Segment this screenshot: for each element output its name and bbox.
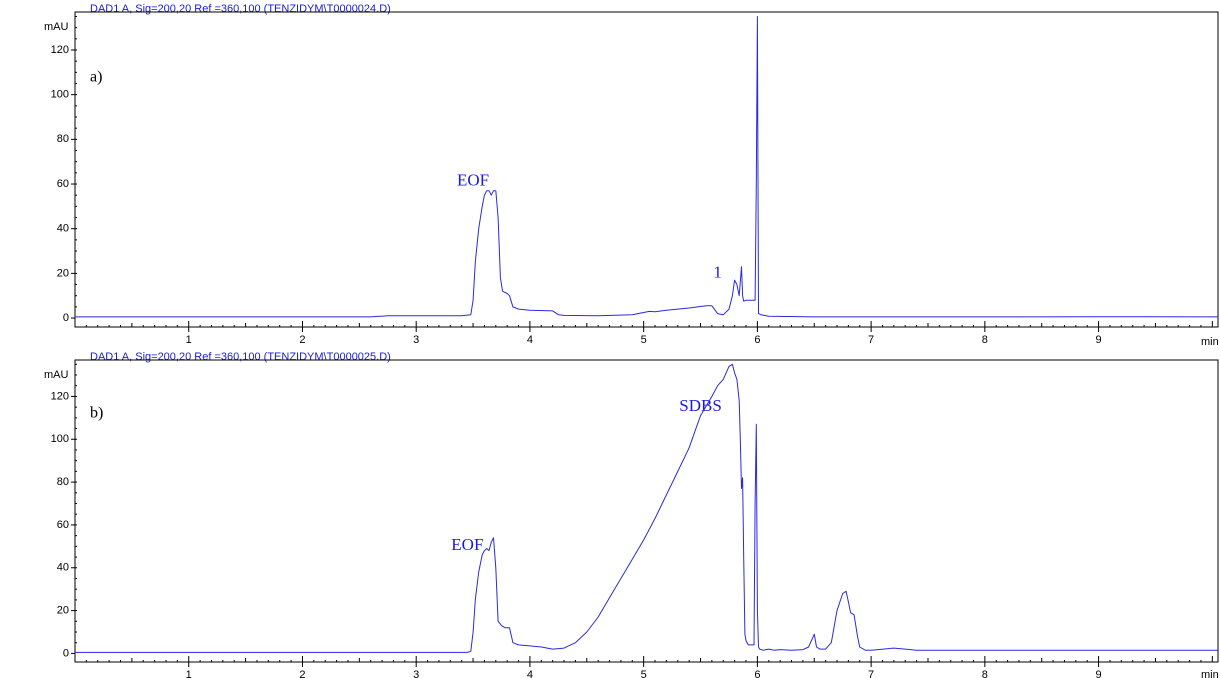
panel-a-y-tick-label: 60 xyxy=(57,178,69,190)
panel-b-frame xyxy=(74,359,1219,663)
panel-b-header: DAD1 A, Sig=200,20 Ref =360,100 (TENZIDY… xyxy=(90,351,391,363)
panel-b-y-tick-label: 100 xyxy=(51,433,69,445)
panel-a-y-tick-label: 100 xyxy=(51,89,69,101)
panel-a-peak-annotation: EOF xyxy=(457,171,489,190)
panel-a-x-tick-label: 1 xyxy=(186,334,192,346)
panel-b-y-tick-label: 120 xyxy=(51,390,69,402)
panel-a-y-tick-label: 40 xyxy=(57,223,69,235)
chromatogram-panel-b: DAD1 A, Sig=200,20 Ref =360,100 (TENZIDY… xyxy=(44,351,1219,678)
panel-b-x-tick-label: 3 xyxy=(413,669,419,678)
panel-b-y-tick-label: 20 xyxy=(57,605,69,617)
panel-b-y-tick-label: 80 xyxy=(57,476,69,488)
panel-b-y-tick-label: 40 xyxy=(57,562,69,574)
panel-a-peak-annotation: 1 xyxy=(713,262,722,281)
panel-a-x-tick-label: 5 xyxy=(641,334,647,346)
panel-a-frame xyxy=(74,11,1219,328)
panel-a-y-tick-label: 80 xyxy=(57,133,69,145)
panel-b-x-tick-label: 2 xyxy=(299,669,305,678)
panel-a-x-tick-label: 4 xyxy=(527,334,533,346)
panel-a-y-tick-label: 120 xyxy=(51,44,69,56)
panel-a-header: DAD1 A, Sig=200,20 Ref =360,100 (TENZIDY… xyxy=(90,3,391,15)
panel-b-label: b) xyxy=(90,405,103,422)
panel-a-y-tick-label: 0 xyxy=(63,312,69,324)
panel-a-x-tick-label: 2 xyxy=(299,334,305,346)
chromatogram-panel-a: DAD1 A, Sig=200,20 Ref =360,100 (TENZIDY… xyxy=(44,3,1219,348)
panel-b-annotations: EOF SDBS xyxy=(451,396,721,554)
panel-a-x-tick-label: 3 xyxy=(413,334,419,346)
panel-a-y-tick-label: 20 xyxy=(57,267,69,279)
panel-a-annotations: EOF 1 xyxy=(457,171,722,282)
panel-a-trace xyxy=(75,16,1219,318)
panel-a-x-tick-label: 7 xyxy=(868,334,874,346)
panel-a-x-tick-label: 6 xyxy=(754,334,760,346)
panel-a-label: a) xyxy=(90,69,102,86)
panel-b-y-tick-label: 0 xyxy=(63,647,69,659)
panel-b-x-tick-label: 7 xyxy=(868,669,874,678)
panel-b-x-tick-label: 8 xyxy=(982,669,988,678)
panel-b-trace xyxy=(75,363,1218,653)
panel-b-y-tick-label: 60 xyxy=(57,519,69,531)
panel-a-xlabel: min xyxy=(1201,336,1219,348)
panel-b-x-tick-label: 5 xyxy=(641,669,647,678)
panel-b-peak-annotation: SDBS xyxy=(679,396,722,415)
panel-b-x-tick-label: 6 xyxy=(754,669,760,678)
panel-a-x-tick-label: 8 xyxy=(982,334,988,346)
panel-b-ylabel: mAU xyxy=(44,369,69,381)
panel-b-x-tick-label: 1 xyxy=(186,669,192,678)
panel-a-ylabel: mAU xyxy=(44,21,69,33)
panel-b-axes: 1 2 3 4 5 6 7 8 9 0 20 40 60 80 100 120 xyxy=(51,359,1219,678)
panel-b-peak-annotation: EOF xyxy=(451,535,483,554)
panel-b-x-tick-label: 4 xyxy=(527,669,533,678)
panel-b-xlabel: min xyxy=(1201,669,1219,678)
panel-a-x-tick-label: 9 xyxy=(1096,334,1102,346)
panel-a-axes: 1 2 3 4 5 6 7 8 9 0 20 40 60 80 100 120 xyxy=(51,11,1219,346)
panel-b-x-tick-label: 9 xyxy=(1096,669,1102,678)
